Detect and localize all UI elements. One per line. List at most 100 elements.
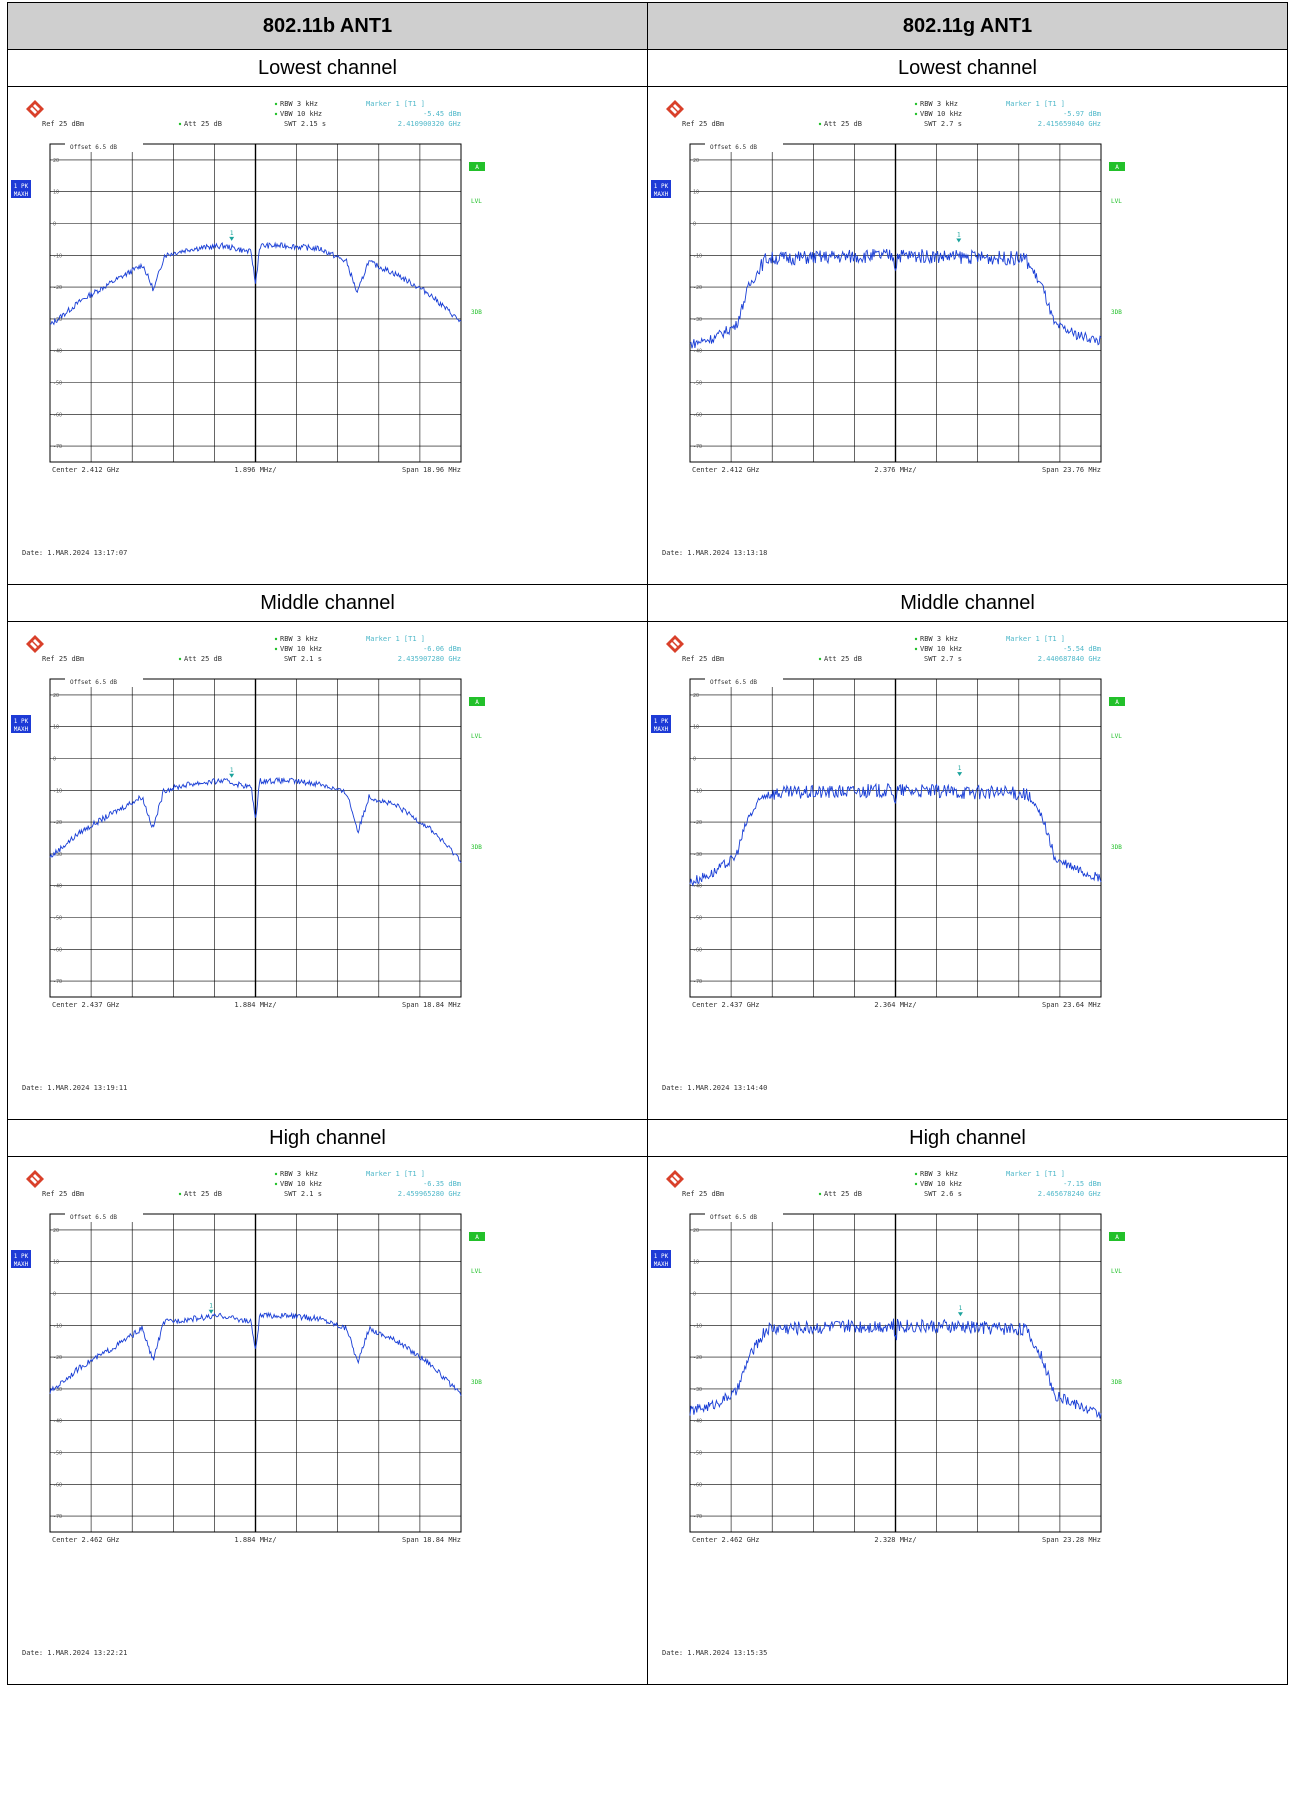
swt-readout: SWT 2.7 s: [924, 120, 962, 128]
status-3db-label: 3DB: [471, 844, 482, 851]
status-3db-label: 3DB: [471, 309, 482, 316]
status-a-label: A: [475, 1234, 479, 1241]
status-a-box: [469, 697, 485, 706]
y-tick-label: -60: [53, 1482, 62, 1488]
marker-level-readout: -6.35 dBm: [423, 1180, 461, 1188]
trace-mode-box: [11, 180, 31, 198]
att-dot-icon: [818, 1192, 822, 1196]
spectrum-plot-mid-11b: RBW 3 kHz VBW 10 kHz SWT 2.1 s Ref 25 dBm At…: [11, 635, 485, 1092]
y-tick-label: -70: [693, 1514, 702, 1520]
marker-frequency-readout: 2.465678240 GHz: [1038, 1190, 1101, 1198]
marker-level-readout: -6.06 dBm: [423, 645, 461, 653]
rbw-dot-icon: [914, 102, 918, 106]
attenuation-readout: Att 25 dB: [824, 655, 862, 663]
spectrum-trace: [689, 782, 1102, 887]
y-tick-label: -20: [693, 1355, 702, 1361]
trace-mode-label: 1 PK: [14, 183, 29, 190]
vbw-readout: VBW 10 kHz: [920, 110, 962, 118]
y-tick-label: -20: [693, 820, 702, 826]
rbw-dot-icon: [274, 637, 278, 641]
y-tick-label: -40: [53, 349, 62, 355]
y-tick-label: 20: [53, 158, 59, 164]
ref-level-readout: Ref 25 dBm: [682, 655, 724, 663]
plot-cell: RBW 3 kHz VBW 10 kHz SWT 2.6 s Ref 25 dBm At…: [647, 1156, 1288, 1685]
y-tick-label: 0: [693, 222, 696, 228]
y-tick-label: -60: [53, 947, 62, 953]
marker-level-readout: -7.15 dBm: [1063, 1180, 1101, 1188]
y-tick-label: -10: [693, 253, 702, 259]
marker-1-icon: [956, 238, 962, 243]
y-tick-label: -70: [693, 444, 702, 450]
plot-cell: RBW 3 kHz VBW 10 kHz SWT 2.7 s Ref 25 dBm At…: [647, 621, 1288, 1120]
y-tick-label: -30: [53, 1387, 62, 1393]
date-stamp: Date: 1.MAR.2024 13:13:18: [662, 549, 767, 557]
spectrum-plot-low-11g: RBW 3 kHz VBW 10 kHz SWT 2.7 s Ref 25 dBm At…: [651, 100, 1125, 557]
y-tick-label: -50: [693, 1451, 702, 1457]
span-readout: Span 23.64 MHz: [1042, 1001, 1101, 1009]
trace-mode-box: [651, 180, 671, 198]
y-tick-label: -40: [53, 1419, 62, 1425]
trace-detector-label: MAXH: [654, 191, 669, 198]
marker-1-label: 1: [230, 230, 234, 237]
center-frequency-readout: Center 2.412 GHz: [692, 466, 759, 474]
column-header-11b: 802.11b ANT1: [7, 2, 648, 50]
status-3db-label: 3DB: [1111, 1379, 1122, 1386]
y-tick-label: -70: [53, 1514, 62, 1520]
y-tick-label: 10: [53, 725, 59, 731]
date-stamp: Date: 1.MAR.2024 13:17:07: [22, 549, 127, 557]
rbw-readout: RBW 3 kHz: [280, 635, 318, 643]
status-lvl-label: LVL: [471, 733, 482, 740]
vbw-dot-icon: [274, 647, 278, 651]
y-tick-label: -40: [693, 884, 702, 890]
y-tick-label: -40: [693, 1419, 702, 1425]
marker-title: Marker 1 [T1 ]: [1006, 100, 1065, 108]
trace-mode-label: 1 PK: [14, 718, 29, 725]
marker-title: Marker 1 [T1 ]: [366, 635, 425, 643]
spectrum-trace: [49, 776, 462, 864]
date-stamp: Date: 1.MAR.2024 13:22:21: [22, 1649, 127, 1657]
center-frequency-readout: Center 2.462 GHz: [692, 1536, 759, 1544]
y-tick-label: -60: [693, 1482, 702, 1488]
offset-readout: Offset 6.5 dB: [710, 679, 757, 686]
status-lvl-label: LVL: [471, 1268, 482, 1275]
frequency-per-division-readout: 2.376 MHz/: [874, 466, 916, 474]
span-readout: Span 23.28 MHz: [1042, 1536, 1101, 1544]
span-readout: Span 18.84 MHz: [402, 1536, 461, 1544]
y-tick-label: -60: [53, 412, 62, 418]
swt-readout: SWT 2.15 s: [284, 120, 326, 128]
att-dot-icon: [818, 122, 822, 126]
frequency-per-division-readout: 1.884 MHz/: [234, 1001, 276, 1009]
marker-1-label: 1: [209, 1303, 213, 1310]
offset-readout: Offset 6.5 dB: [70, 144, 117, 151]
ref-level-readout: Ref 25 dBm: [42, 1190, 84, 1198]
trace-detector-label: MAXH: [14, 191, 29, 198]
marker-1-icon: [957, 1312, 963, 1317]
trace-mode-box: [11, 715, 31, 733]
y-tick-label: -20: [693, 285, 702, 291]
span-readout: Span 18.84 MHz: [402, 1001, 461, 1009]
attenuation-readout: Att 25 dB: [184, 1190, 222, 1198]
status-a-box: [1109, 697, 1125, 706]
trace-mode-label: 1 PK: [654, 183, 669, 190]
status-lvl-label: LVL: [471, 198, 482, 205]
y-tick-label: -30: [53, 852, 62, 858]
offset-label-bg: [65, 1212, 143, 1222]
ref-level-readout: Ref 25 dBm: [42, 120, 84, 128]
status-a-box: [469, 1232, 485, 1241]
rbw-readout: RBW 3 kHz: [920, 1170, 958, 1178]
marker-1-icon: [229, 773, 235, 778]
status-a-box: [1109, 162, 1125, 171]
marker-title: Marker 1 [T1 ]: [1006, 1170, 1065, 1178]
row-label-high-11g: High channel: [647, 1119, 1288, 1157]
y-tick-label: -60: [693, 412, 702, 418]
rbw-readout: RBW 3 kHz: [920, 635, 958, 643]
offset-label-bg: [705, 1212, 783, 1222]
y-tick-label: 10: [693, 725, 699, 731]
vbw-readout: VBW 10 kHz: [920, 1180, 962, 1188]
attenuation-readout: Att 25 dB: [184, 120, 222, 128]
y-tick-label: 10: [693, 190, 699, 196]
offset-label-bg: [705, 677, 783, 687]
